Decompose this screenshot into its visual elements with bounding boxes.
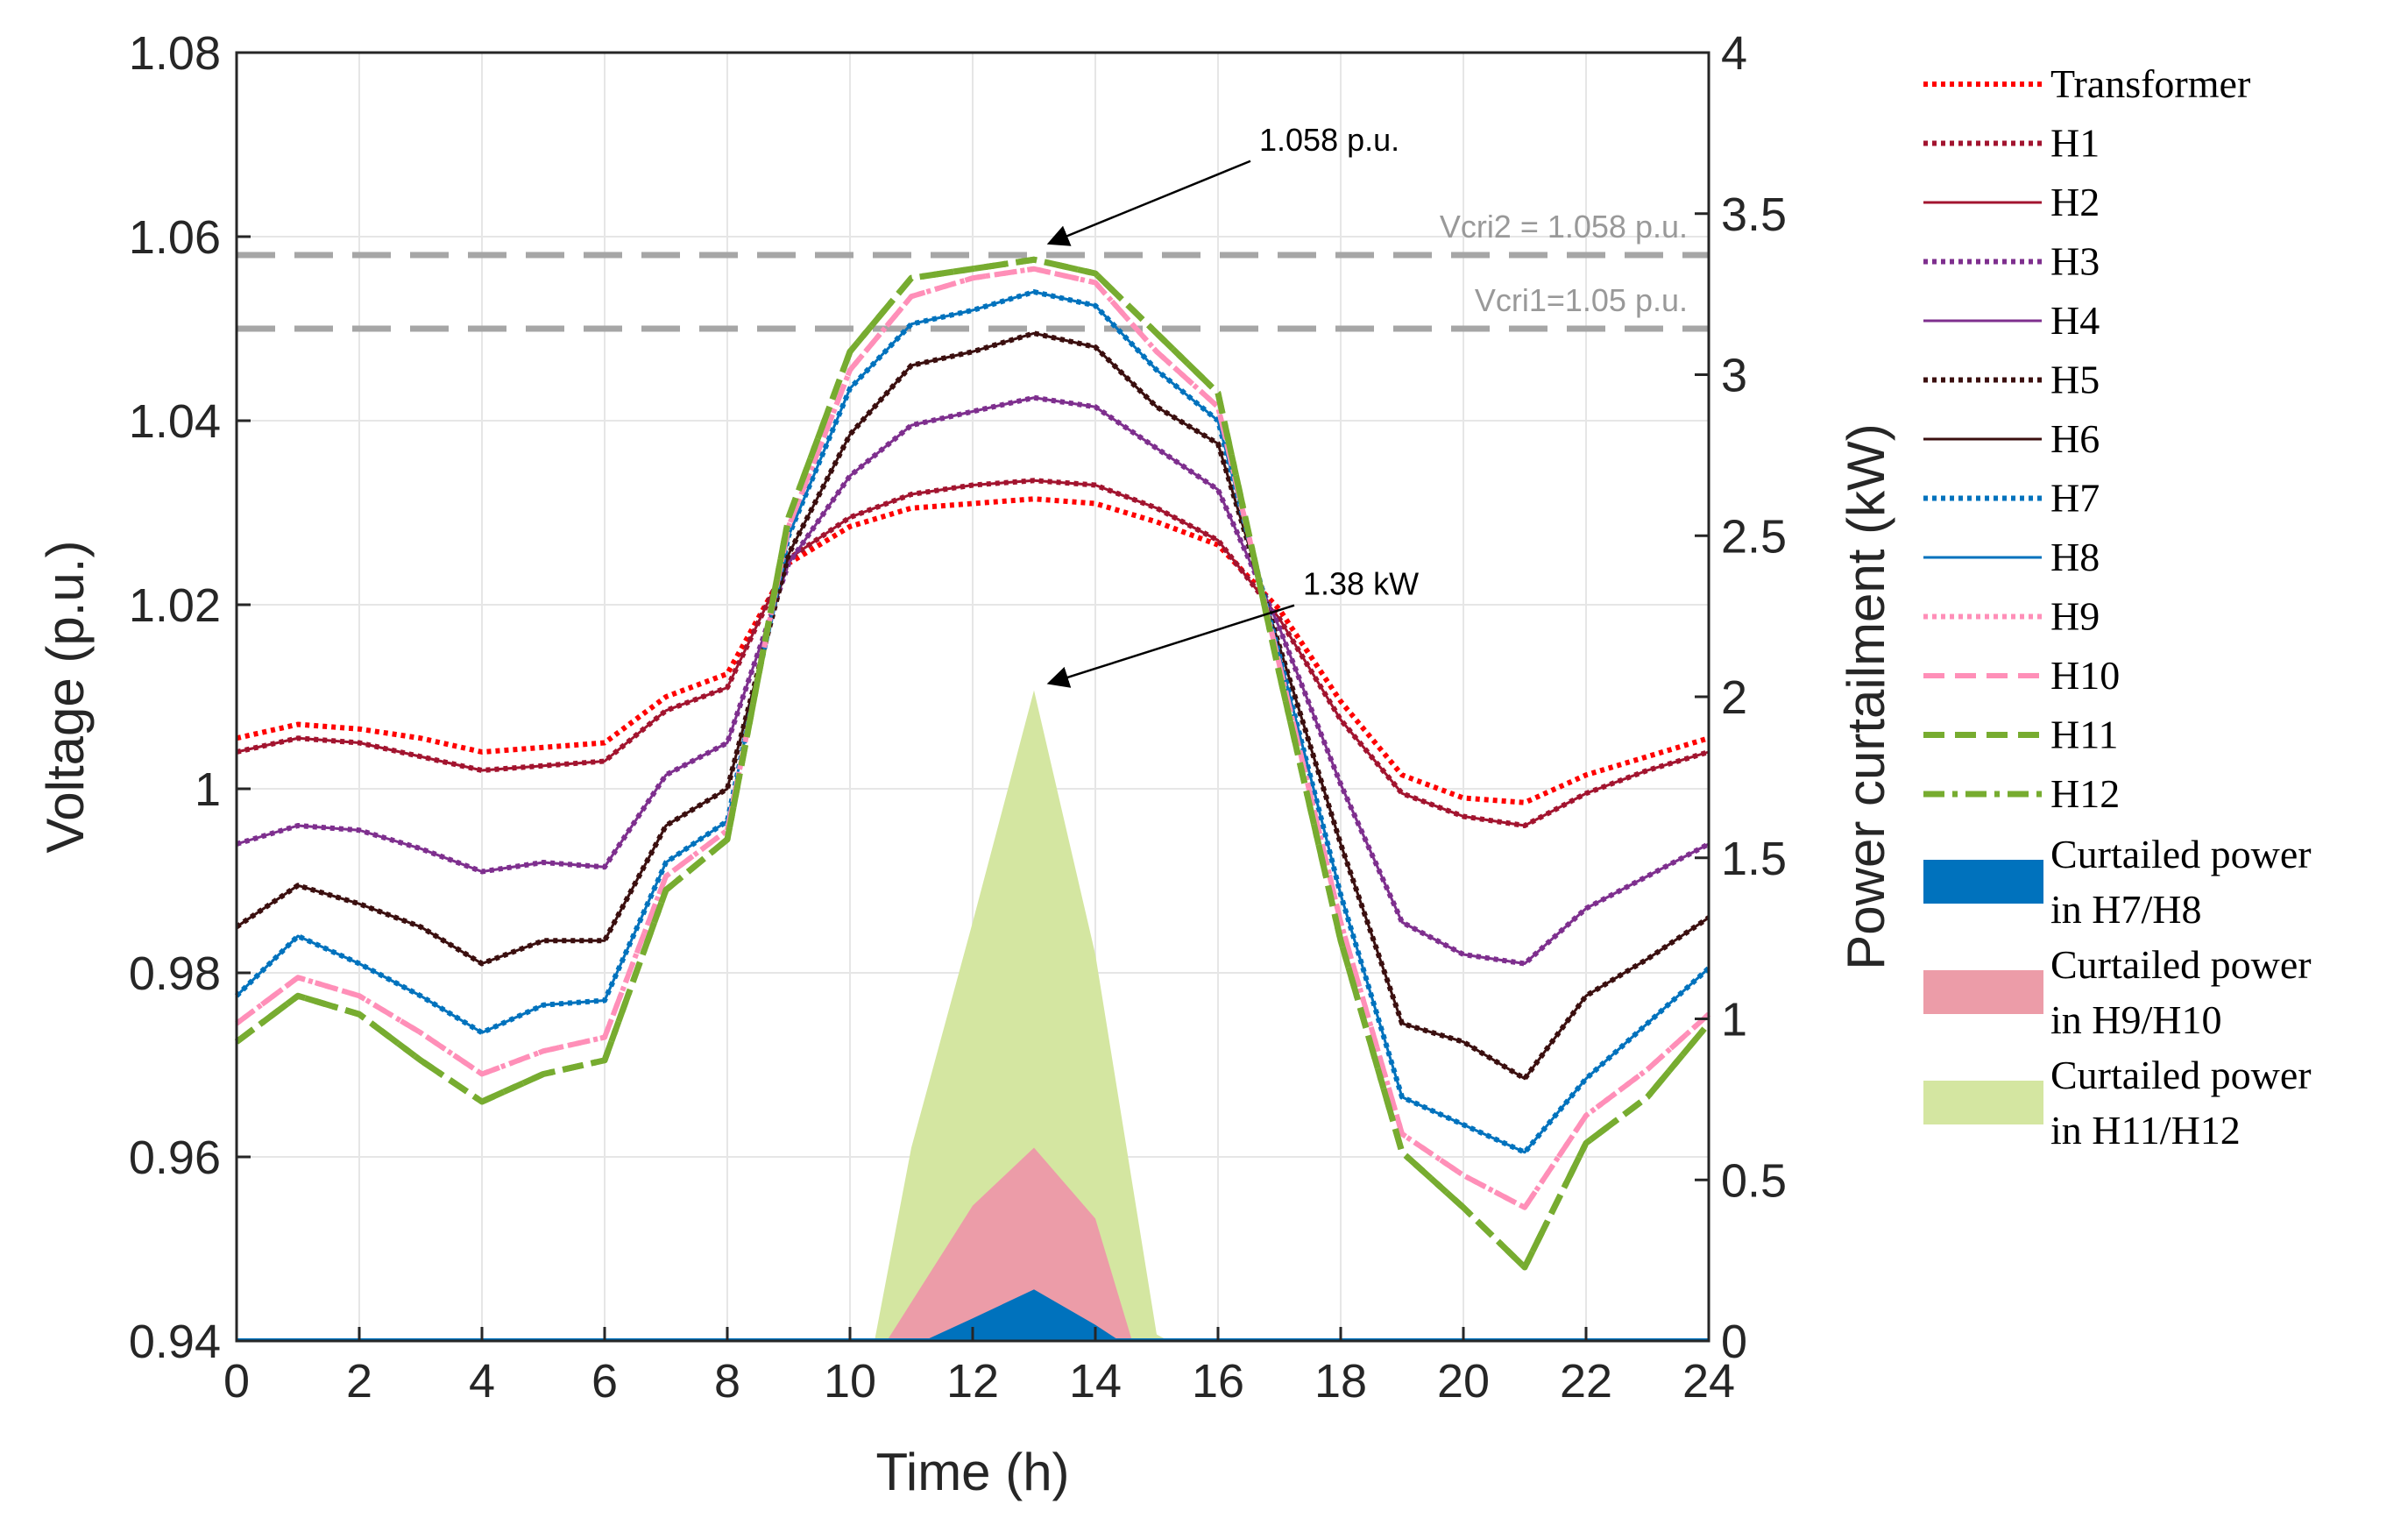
legend-label: H6 [2050,416,2100,461]
y2-tick-label: 0 [1721,1316,1747,1368]
series-line [234,256,1711,1271]
legend-label: in H9/H10 [2050,997,2222,1042]
legend-label: H9 [2050,594,2100,639]
x-tick-label: 8 [714,1355,740,1408]
annotation-label: 1.058 p.u. [1259,122,1399,158]
y2-tick-label: 1.5 [1721,833,1787,885]
x-tick-label: 6 [591,1355,618,1408]
series-line [236,479,1710,827]
annotations: 1.058 p.u. 1.38 kW [1046,122,1419,688]
legend-swatch [1923,860,2043,904]
annotation-arrow [1046,604,1295,688]
x-tick-label: 4 [469,1355,495,1408]
series-line [236,331,1710,1081]
axis-ticks: 0 2 4 6 8 10 12 14 16 18 20 22 240.940.960.9811.021.… [129,27,1787,1408]
x-tick-label: 24 [1682,1355,1735,1408]
legend-label: Transformer [2050,61,2250,106]
y2-tick-label: 1 [1721,994,1747,1046]
y-tick-label: 1.06 [129,211,221,264]
legend-label: in H11/H12 [2050,1108,2241,1153]
legend-label: Curtailed power [2050,942,2312,987]
voltage-series [234,256,1711,1271]
legend-label: H5 [2050,358,2100,402]
series-line [235,266,1711,1210]
legend-label: Curtailed power [2050,1053,2312,1097]
y2-tick-label: 0.5 [1721,1154,1787,1207]
legend-label: H7 [2050,476,2100,521]
y-axis-label: Voltage (p.u.) [36,541,95,854]
x-axis-label: Time (h) [875,1443,1069,1501]
legend-label: H10 [2050,653,2120,698]
y-tick-label: 1.02 [129,579,221,632]
annotation-arrow [1046,160,1251,246]
y2-tick-label: 4 [1721,27,1747,80]
y-tick-label: 1.08 [129,27,221,80]
x-tick-label: 0 [223,1355,250,1408]
legend-swatch [1923,970,2043,1014]
x-tick-label: 18 [1314,1355,1367,1408]
curtailment-area [875,690,1169,1341]
legend-label: in H7/H8 [2050,887,2202,932]
series-line [235,290,1710,1154]
threshold-label: Vcri2 = 1.058 p.u. [1440,209,1688,245]
legend-label: H11 [2050,713,2119,757]
y-tick-label: 1 [195,763,221,816]
y2-axis-label: Power curtailment (kW) [1837,423,1895,969]
curtailment-area [887,1147,1132,1341]
series-line [236,396,1710,965]
annotation-label: 1.38 kW [1303,566,1419,602]
legend-label: H4 [2050,298,2100,343]
y2-tick-label: 2 [1721,671,1747,724]
y2-tick-label: 3.5 [1721,188,1787,241]
y2-tick-label: 3 [1721,350,1747,402]
legend-label: H1 [2050,121,2100,166]
reference-lines: Vcri2 = 1.058 p.u. Vcri1=1.05 p.u. [237,209,1709,332]
legend-label: H12 [2050,771,2120,816]
series-line [236,496,1710,805]
legend-label: H3 [2050,239,2100,284]
legend-label: H8 [2050,535,2100,579]
y-tick-label: 0.98 [129,947,221,1000]
x-tick-label: 16 [1192,1355,1244,1408]
x-tick-label: 20 [1437,1355,1490,1408]
x-tick-label: 14 [1069,1355,1122,1408]
x-tick-label: 22 [1560,1355,1612,1408]
x-tick-label: 12 [946,1355,999,1408]
legend: Transformer H1 H2 H3 H4 H5 H6 H7 H8 H9 H10 H11 H12 Cu… [1923,61,2312,1153]
y-tick-label: 0.96 [129,1131,221,1184]
x-tick-label: 2 [346,1355,372,1408]
legend-label: H2 [2050,180,2100,224]
threshold-label: Vcri1=1.05 p.u. [1475,282,1688,318]
legend-swatch [1923,1081,2043,1124]
legend-label: Curtailed power [2050,832,2312,876]
y-tick-label: 0.94 [129,1316,221,1368]
y2-tick-label: 2.5 [1721,510,1787,563]
x-tick-label: 10 [824,1355,876,1408]
y-tick-label: 1.04 [129,395,221,448]
